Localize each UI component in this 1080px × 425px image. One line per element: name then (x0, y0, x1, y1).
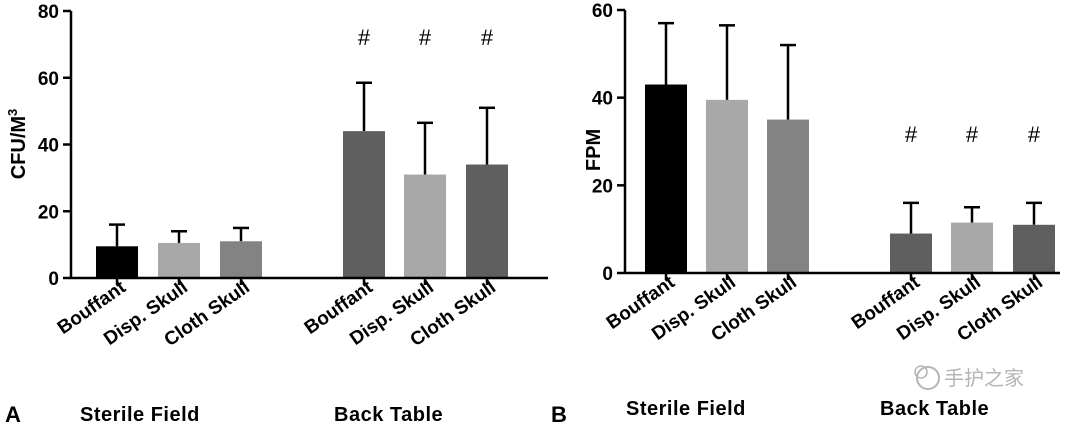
panel-letter: A (5, 402, 21, 425)
bar-3 (343, 131, 385, 278)
bar-2 (767, 119, 809, 273)
y-tick-label-2: 40 (592, 89, 613, 110)
group-label-1: Back Table (880, 398, 989, 420)
y-tick-label-0: 0 (48, 269, 59, 290)
significance-mark-3: # (358, 25, 371, 50)
bar-2 (220, 241, 262, 278)
group-label-1: Back Table (334, 404, 443, 425)
wechat-icon-bubble (914, 365, 928, 379)
panel-letter: B (551, 402, 567, 425)
significance-mark-4: # (419, 25, 432, 50)
bar-5 (1013, 224, 1055, 273)
y-tick-label-4: 80 (38, 2, 59, 23)
wechat-icon (916, 366, 940, 390)
y-tick-label-1: 20 (38, 202, 59, 223)
significance-mark-4: # (966, 122, 979, 147)
bar-1 (158, 242, 200, 278)
watermark-text: 手护之家 (944, 367, 1024, 390)
y-tick-label-0: 0 (602, 264, 613, 285)
watermark: 手护之家 (914, 365, 1024, 390)
bar-1 (706, 99, 748, 273)
group-label-0: Sterile Field (626, 398, 746, 420)
y-axis-title: CFU/M3 (5, 109, 30, 180)
significance-mark-3: # (905, 122, 918, 147)
bar-3 (890, 233, 932, 273)
y-tick-label-1: 20 (592, 176, 613, 197)
bar-5 (466, 164, 508, 278)
group-label-0: Sterile Field (80, 404, 200, 425)
bar-4 (951, 222, 993, 273)
significance-mark-5: # (481, 25, 494, 50)
y-tick-label-2: 40 (38, 136, 59, 157)
significance-mark-5: # (1028, 122, 1041, 147)
y-tick-label-3: 60 (38, 69, 59, 90)
y-axis-title: FPM (583, 129, 605, 171)
bar-0 (645, 84, 687, 274)
y-tick-label-3: 60 (592, 1, 613, 22)
bar-0 (96, 246, 138, 278)
bar-4 (404, 174, 446, 278)
